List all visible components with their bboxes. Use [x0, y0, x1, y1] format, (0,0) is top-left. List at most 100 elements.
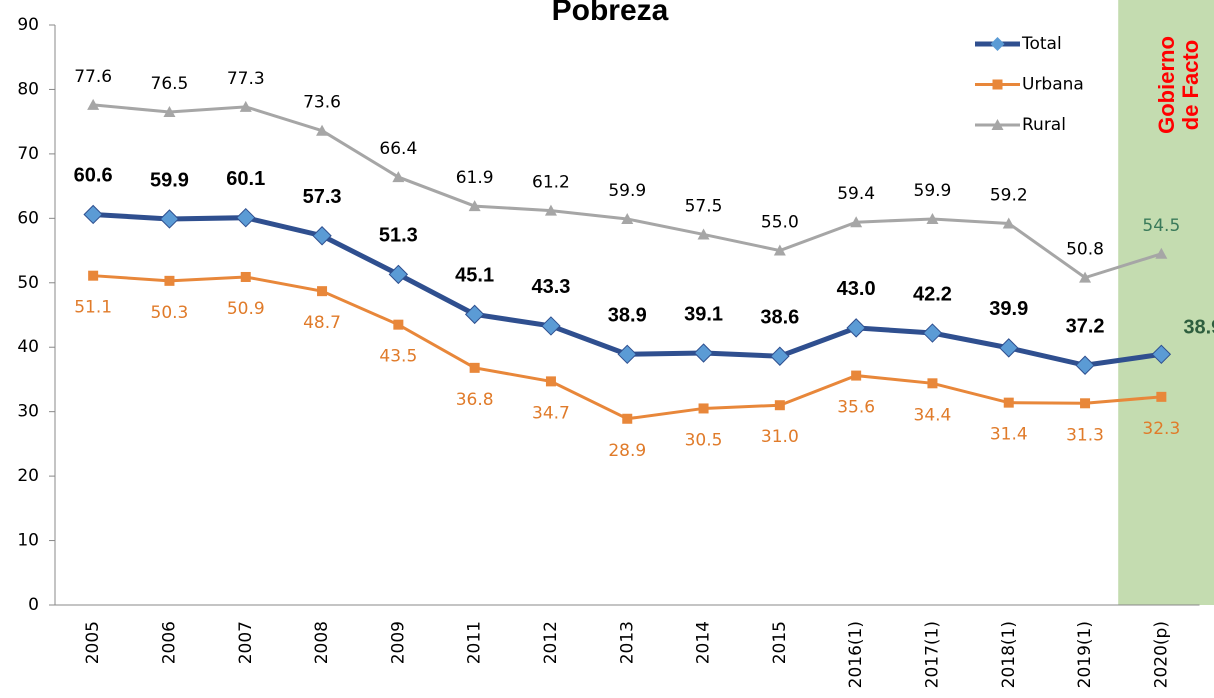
data-label: 34.4: [914, 405, 952, 425]
data-label: 50.3: [151, 303, 189, 323]
marker: [159, 209, 180, 229]
marker: [236, 207, 256, 228]
marker: [851, 370, 862, 381]
data-label: 43.0: [837, 278, 876, 300]
data-label: 60.1: [226, 168, 265, 190]
legend-marker: [990, 37, 1005, 51]
data-label: 59.9: [150, 169, 189, 191]
marker: [846, 318, 866, 338]
data-label: 59.9: [914, 181, 952, 201]
marker: [392, 171, 405, 183]
marker: [850, 216, 863, 228]
marker: [1075, 355, 1095, 375]
marker: [316, 124, 329, 136]
data-label: 31.3: [1066, 425, 1104, 445]
data-label: 51.3: [379, 225, 418, 247]
data-label: 77.6: [74, 67, 112, 87]
legend-marker: [991, 119, 1004, 130]
data-label: 50.9: [227, 299, 265, 319]
marker: [163, 106, 176, 117]
data-label: 28.9: [608, 441, 646, 461]
x-tick-label: 2019(1): [1075, 621, 1095, 688]
marker: [693, 343, 714, 363]
marker: [697, 228, 710, 240]
data-label: 34.7: [532, 403, 570, 423]
marker: [541, 316, 561, 336]
data-label: 54.5: [1142, 216, 1180, 236]
legend-marker: [992, 79, 1003, 90]
chart-title: Pobreza: [552, 0, 669, 27]
data-label: 38.9: [608, 305, 647, 327]
data-label: 30.5: [685, 430, 723, 450]
y-tick-label: 10: [17, 531, 39, 551]
marker: [468, 200, 481, 212]
x-tick-label: 2011: [465, 621, 485, 664]
marker: [1151, 344, 1172, 365]
marker: [469, 362, 480, 373]
series-line: [93, 211, 1162, 368]
data-label: 77.3: [227, 69, 265, 89]
x-tick-label: 2006: [159, 621, 179, 664]
marker: [317, 286, 328, 297]
data-label: 48.7: [303, 313, 341, 333]
data-label: 66.4: [379, 139, 417, 159]
marker: [1080, 398, 1091, 409]
y-tick-label: 50: [17, 273, 39, 293]
y-tick-label: 70: [17, 144, 39, 164]
marker: [545, 376, 556, 387]
data-label: 35.6: [837, 398, 875, 418]
marker: [1155, 247, 1168, 259]
legend-label: Urbana: [1022, 75, 1084, 95]
marker: [87, 98, 100, 110]
data-label: 57.3: [303, 186, 342, 208]
x-tick-label: 2005: [83, 621, 103, 664]
data-label: 51.1: [74, 298, 112, 318]
marker: [464, 304, 485, 325]
data-label: 73.6: [303, 93, 341, 113]
y-tick-label: 40: [17, 337, 39, 357]
data-label: 50.8: [1066, 240, 1104, 260]
marker: [240, 271, 251, 282]
marker: [312, 226, 332, 246]
x-tick-label: 2013: [617, 621, 637, 664]
data-label: 76.5: [151, 74, 189, 94]
data-label: 37.2: [1066, 316, 1105, 338]
data-label: 38.9: [1183, 317, 1214, 339]
data-label: 43.3: [531, 276, 570, 298]
data-label: 59.9: [608, 181, 646, 201]
marker: [773, 244, 786, 256]
data-label: 59.2: [990, 185, 1028, 205]
marker: [83, 204, 103, 225]
x-tick-label: 2017(1): [922, 621, 942, 688]
x-tick-label: 2009: [388, 621, 408, 664]
annotation: de Facto: [1178, 40, 1203, 130]
y-tick-label: 20: [17, 466, 39, 486]
legend-label: Total: [1021, 34, 1062, 54]
marker: [393, 319, 404, 330]
x-tick-label: 2008: [312, 621, 332, 664]
y-tick-label: 0: [28, 595, 39, 615]
marker: [770, 346, 790, 366]
data-label: 39.1: [684, 303, 723, 325]
annotation: Gobierno: [1154, 36, 1179, 134]
data-label: 38.6: [760, 307, 799, 329]
marker: [388, 264, 409, 285]
data-label: 61.2: [532, 173, 570, 193]
data-label: 45.1: [455, 265, 494, 287]
data-label: 31.0: [761, 427, 799, 447]
data-label: 57.5: [685, 196, 723, 216]
marker: [922, 323, 943, 343]
data-label: 59.4: [837, 184, 875, 204]
marker: [617, 344, 637, 365]
marker: [927, 378, 938, 389]
data-label: 55.0: [761, 213, 799, 233]
highlight-band: [1118, 0, 1214, 605]
marker: [1002, 217, 1015, 229]
y-tick-label: 80: [17, 79, 39, 99]
x-tick-label: 2015: [770, 621, 790, 664]
x-tick-label: 2018(1): [999, 621, 1019, 688]
marker: [1156, 391, 1167, 402]
marker: [926, 212, 939, 224]
marker: [1079, 271, 1092, 283]
